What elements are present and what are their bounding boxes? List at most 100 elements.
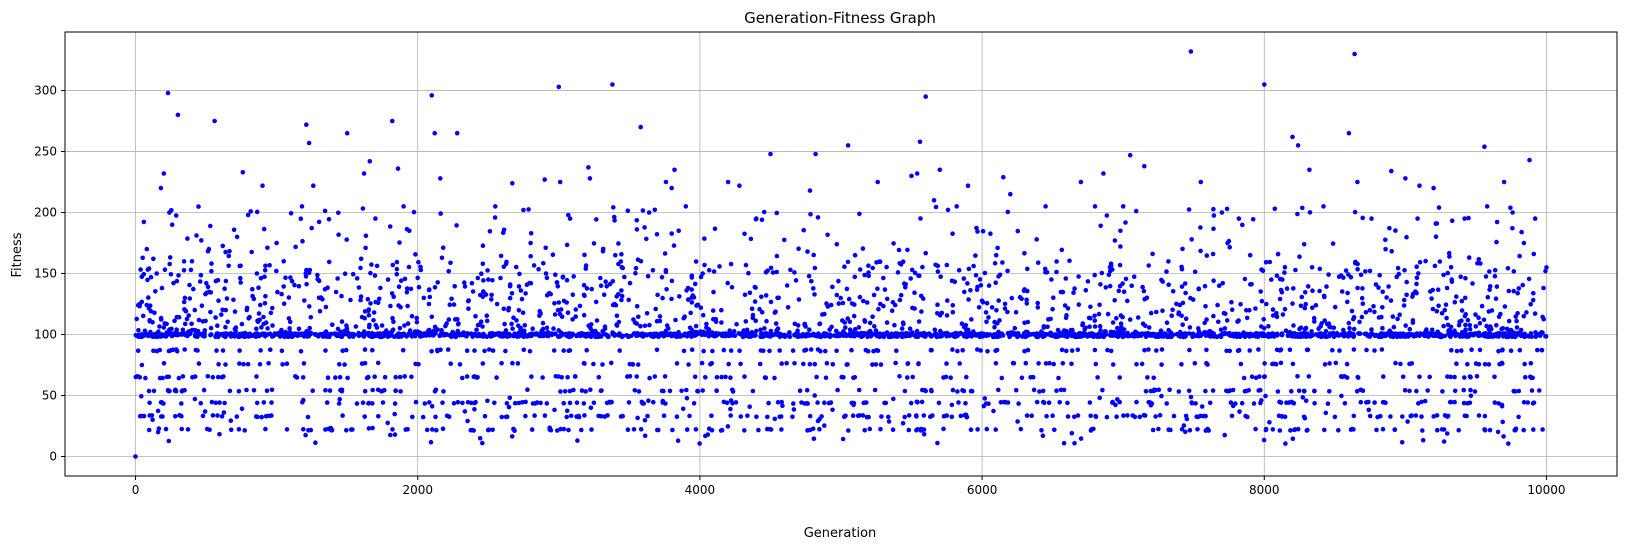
data-point [1502,304,1508,309]
data-point [833,328,839,334]
data-point [269,400,274,405]
data-point [455,399,461,405]
data-point [1528,301,1533,307]
data-point [1218,327,1224,333]
data-point [851,313,857,319]
data-point [667,388,673,394]
data-point [1267,259,1273,265]
data-point [180,374,186,379]
data-point [556,328,561,333]
data-point [1137,414,1143,420]
data-point [714,375,720,380]
data-point [774,210,780,216]
data-point [561,348,566,353]
data-point [671,243,677,248]
data-point [147,400,152,406]
data-point [616,241,621,246]
data-point [719,320,724,325]
data-point [179,401,184,406]
data-point [1278,360,1284,366]
data-point [1487,427,1493,433]
data-point [743,262,749,268]
data-point [1444,285,1450,291]
data-point [337,396,343,402]
data-point [356,330,361,336]
data-point [158,315,164,321]
data-point [955,389,960,394]
data-point [1351,413,1357,419]
data-point [175,112,181,118]
data-point [902,414,907,420]
data-point [1492,273,1498,279]
data-point [1316,331,1322,337]
data-point [817,416,822,422]
data-point [1462,295,1468,301]
data-point [857,413,862,418]
data-point [165,332,170,337]
data-point [492,400,497,406]
data-point [538,400,543,406]
data-point [992,332,997,337]
data-point [957,361,962,366]
data-point [1210,388,1216,393]
data-point [1095,332,1101,337]
data-point [257,302,263,308]
data-point [1190,331,1196,337]
data-point [1220,280,1225,286]
data-point [313,332,318,337]
data-point [866,273,871,279]
data-point [712,226,718,231]
data-point [1312,401,1317,406]
data-point [1284,286,1290,291]
data-point [664,332,669,337]
data-point [936,400,942,406]
data-point [1188,394,1194,400]
data-point [363,245,368,251]
data-point [1260,331,1266,336]
data-point [385,420,391,426]
data-point [234,234,240,240]
data-point [824,361,830,366]
data-point [852,252,858,258]
data-point [1186,388,1192,394]
data-point [440,426,446,432]
data-point [1222,326,1228,331]
data-point [156,426,162,431]
data-point [1141,288,1147,294]
data-point [746,270,751,276]
data-point [1249,374,1255,380]
data-point [551,348,557,353]
data-point [1292,332,1298,337]
data-point [264,388,270,394]
data-point [594,217,599,222]
data-point [1506,318,1512,324]
data-point [790,414,795,420]
data-point [481,332,487,337]
data-point [1325,401,1331,407]
data-point [772,375,777,381]
data-point [1363,310,1369,315]
data-point [1239,400,1245,406]
data-point [1300,395,1306,400]
data-point [435,347,440,353]
data-point [604,400,610,406]
data-point [1263,393,1268,399]
data-point [1533,330,1538,335]
data-point [1512,427,1517,433]
data-point [921,413,927,418]
data-point [845,143,851,148]
data-point [916,319,922,324]
data-point [151,256,156,262]
data-point [692,281,698,287]
data-point [362,309,368,314]
data-point [270,323,275,328]
data-point [202,328,208,333]
data-point [245,212,251,218]
data-point [1448,374,1453,380]
data-point [141,219,147,225]
data-point [1208,334,1214,339]
data-point [725,280,730,286]
data-point [694,332,699,337]
data-point [1064,348,1069,354]
data-point [574,414,579,419]
